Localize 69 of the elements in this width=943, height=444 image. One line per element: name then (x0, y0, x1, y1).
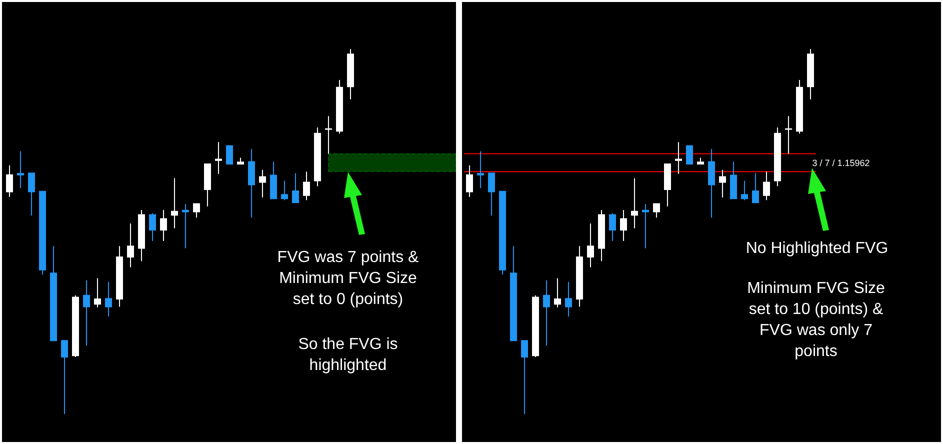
candlestick (259, 169, 266, 198)
candlestick (127, 222, 134, 268)
candlestick (543, 280, 550, 346)
candlestick (61, 340, 68, 414)
candlestick (807, 48, 814, 100)
candlestick (149, 212, 156, 242)
annotation: Minimum FVG Size set to 10 (points) & FVG was only 7 points (746, 279, 886, 362)
candlestick (675, 142, 682, 174)
candlestick (336, 80, 343, 134)
candlestick (248, 148, 255, 218)
candlestick (686, 145, 693, 164)
candlestick (204, 163, 211, 207)
candlestick (281, 180, 288, 201)
candlestick (741, 180, 748, 201)
annotation: 3 / 7 / 1.15962 (811, 157, 871, 169)
candlestick (83, 280, 90, 346)
candlestick (576, 246, 583, 308)
candlestick (730, 161, 737, 200)
candlestick (347, 48, 354, 100)
candlestick (719, 169, 726, 198)
annotation: No Highlighted FVG (744, 239, 890, 259)
candlestick (160, 209, 167, 242)
candlestick (752, 172, 759, 204)
candlestick (237, 157, 244, 165)
candlestick (477, 150, 484, 189)
candlestick (182, 204, 189, 249)
candlestick (270, 161, 277, 200)
candlestick (708, 148, 715, 218)
candlestick (510, 246, 517, 342)
candlestick (50, 246, 57, 342)
candlestick (17, 150, 24, 189)
candlestick (697, 157, 704, 165)
candlestick (587, 222, 594, 268)
candlestick (499, 190, 506, 276)
candlestick (28, 172, 35, 216)
candlestick (193, 203, 200, 218)
candlestick (642, 204, 649, 249)
candlestick (763, 171, 770, 201)
annotation: So the FVG is highlighted (297, 335, 399, 376)
candlestick (171, 178, 178, 229)
candlestick (215, 142, 222, 174)
candlestick (609, 212, 616, 242)
candlestick (598, 209, 605, 262)
candlestick (105, 281, 112, 318)
candlestick (631, 178, 638, 229)
candlestick (532, 294, 539, 358)
candlestick (226, 145, 233, 164)
candlestick (521, 340, 528, 414)
candlestick (39, 190, 46, 276)
candlestick (6, 164, 13, 198)
candlestick (785, 116, 792, 154)
candlestick (488, 172, 495, 216)
candlestick (565, 281, 572, 318)
candlestick (466, 164, 473, 198)
candlestick (303, 171, 310, 201)
candlestick (72, 294, 79, 358)
candlestick (116, 246, 123, 308)
annotation: FVG was 7 points & Minimum FVG Size set to 0 (points) (276, 248, 420, 310)
candlestick (796, 80, 803, 134)
candlestick (664, 163, 671, 207)
candlestick (325, 116, 332, 154)
candlestick (653, 203, 660, 218)
candlestick (774, 126, 781, 187)
candlestick (554, 278, 561, 308)
candlestick (94, 278, 101, 308)
candlestick (620, 209, 627, 242)
candlestick (292, 172, 299, 204)
candlestick (314, 126, 321, 187)
candlestick (138, 209, 145, 262)
